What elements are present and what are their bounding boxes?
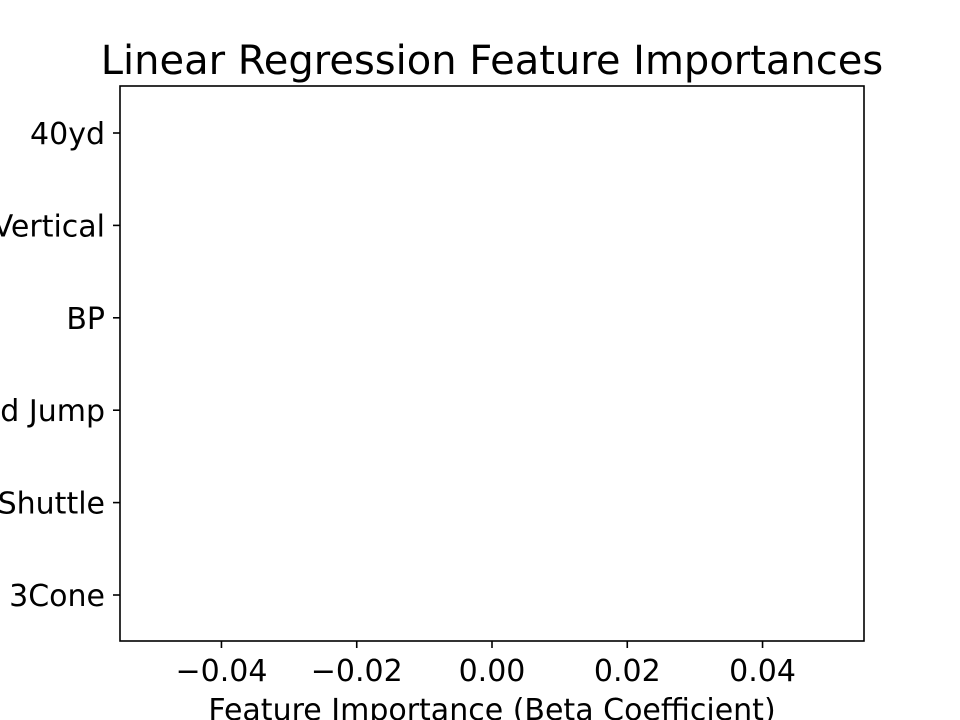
x-tick-label: 0.00 bbox=[459, 654, 526, 689]
x-tick-label: 0.02 bbox=[594, 654, 661, 689]
y-tick-label: 3Cone bbox=[9, 579, 105, 614]
chart-title: Linear Regression Feature Importances bbox=[101, 38, 883, 84]
x-tick-label: 0.04 bbox=[729, 654, 796, 689]
y-axis: 40yd Vertical BP Broad Jump Shuttle 3Cone bbox=[0, 117, 120, 614]
x-tick-label: −0.02 bbox=[311, 654, 403, 689]
y-tick-label: Broad Jump bbox=[0, 394, 105, 429]
x-axis-label: Feature Importance (Beta Coefficient) bbox=[208, 693, 775, 720]
x-axis: −0.04 −0.02 0.00 0.02 0.04 bbox=[175, 641, 796, 689]
plot-area bbox=[119, 85, 865, 642]
y-tick-label: BP bbox=[66, 302, 105, 337]
x-tick-label: −0.04 bbox=[175, 654, 267, 689]
y-tick-label: 40yd bbox=[30, 117, 105, 152]
y-tick-label: Vertical bbox=[0, 209, 105, 244]
y-tick-label: Shuttle bbox=[0, 487, 105, 522]
